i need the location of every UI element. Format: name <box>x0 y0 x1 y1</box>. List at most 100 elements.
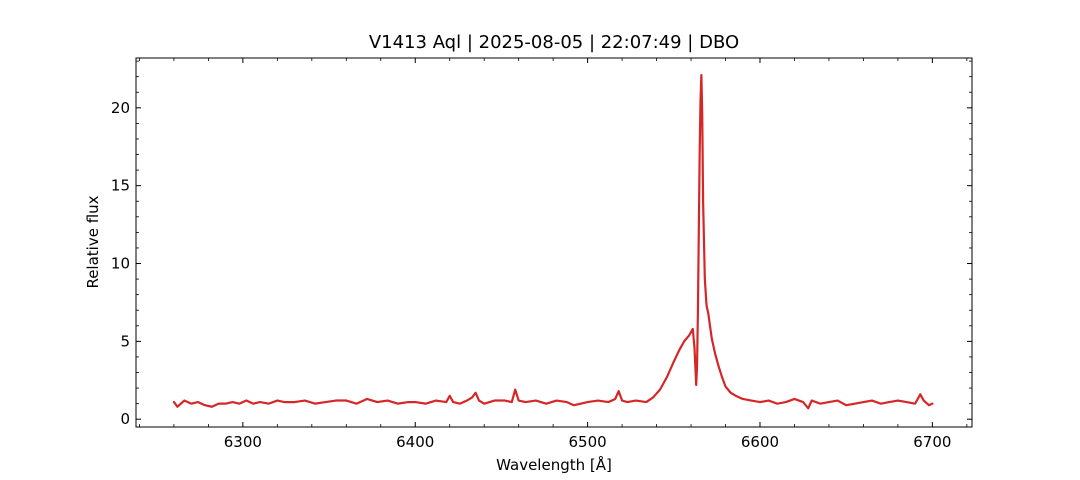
spectrum-point <box>853 402 856 405</box>
spectrum-point <box>535 399 537 402</box>
spectrum-point <box>888 401 891 403</box>
spectrum-point <box>483 402 486 405</box>
spectrum-point <box>376 401 379 403</box>
y-tick-label: 20 <box>111 99 130 117</box>
spectrum-point <box>345 399 348 402</box>
spectrum-point <box>879 402 882 405</box>
spectrum-point <box>645 401 648 403</box>
spectrum-point <box>659 388 661 391</box>
spectrum-point <box>607 401 610 403</box>
spectrum-point <box>276 399 279 402</box>
spectrum-point <box>510 401 513 403</box>
spectrum-point <box>555 399 558 402</box>
spectrum-point <box>304 399 306 402</box>
spectrum-point <box>252 402 255 405</box>
spectrum-point <box>524 401 527 403</box>
line-layer <box>172 74 934 410</box>
spectrum-point <box>721 376 723 379</box>
spectrum-point <box>586 401 589 403</box>
spectrum-point <box>293 401 296 403</box>
spectrum-point <box>905 401 908 403</box>
spectrum-point <box>828 401 830 403</box>
spectrum-point <box>705 304 708 307</box>
spectrum-point <box>634 399 637 402</box>
spectrum-point <box>173 401 175 403</box>
spectrum-point <box>776 402 779 405</box>
x-tick-label: 6300 <box>224 433 262 451</box>
spectrum-point <box>452 401 455 403</box>
y-axis-label: Relative flux <box>84 195 102 288</box>
x-tick-label: 6500 <box>569 433 607 451</box>
spectrum-point <box>210 405 213 408</box>
y-tick-label: 0 <box>120 410 130 428</box>
spectrum-point <box>717 365 720 368</box>
spectrum-point <box>698 153 701 156</box>
spectrum-point <box>683 340 686 343</box>
spectrum-point <box>709 324 711 327</box>
spectrum-point <box>183 399 186 402</box>
spectrum-point <box>597 399 599 402</box>
spectrum-point <box>919 393 922 396</box>
x-tick-label: 6400 <box>396 433 434 451</box>
spectrum-point <box>466 399 468 402</box>
spectrum-point <box>572 404 575 407</box>
spectrum-point <box>922 399 925 402</box>
spectrum-point <box>928 404 930 407</box>
x-axis-label: Wavelength [Å] <box>496 455 612 474</box>
spectrum-point <box>614 398 617 400</box>
x-tick-label: 6700 <box>913 433 951 451</box>
spectrum-point <box>701 114 704 117</box>
spectrum-point <box>407 401 410 403</box>
spectrum-point <box>217 402 220 405</box>
spectrum-point <box>819 402 822 405</box>
spectrum-point <box>697 231 700 234</box>
spectrum-point <box>397 402 399 405</box>
y-tick-label: 10 <box>111 255 130 273</box>
spectrum-point <box>707 312 710 315</box>
spectrum-point <box>197 401 199 403</box>
spectrum-point <box>931 402 934 405</box>
spectrum-point <box>283 401 286 403</box>
spectrum-point <box>836 399 839 402</box>
spectrum-point <box>693 346 696 349</box>
spectrum-point <box>459 402 461 405</box>
spectrum-point <box>435 399 437 402</box>
spectrum-point <box>335 399 337 402</box>
spectrum-point <box>566 401 568 403</box>
spectrum-point <box>493 399 496 402</box>
spectrum-point <box>759 401 761 403</box>
spectrum-point <box>862 401 865 403</box>
spectrum-point <box>691 328 694 330</box>
spectrum-point <box>750 399 753 402</box>
spectrum-point <box>896 399 899 402</box>
spectrum-point <box>314 402 317 405</box>
spectrum-point <box>672 360 675 363</box>
spectrum-point <box>696 363 698 366</box>
spectrum-point <box>231 401 234 403</box>
spectrum-point <box>784 401 787 403</box>
ticks-layer: 6300 6400 6500 6600 6700 0 5 10 15 20 <box>111 58 972 451</box>
spectrum-point <box>700 74 703 77</box>
spectrum-point <box>238 402 241 405</box>
spectrum-point <box>579 402 582 405</box>
spectrum-point <box>545 402 548 405</box>
spectrum-point <box>914 402 917 405</box>
spectrum-point <box>267 402 270 405</box>
spectrum-point <box>445 401 448 403</box>
spectrum-point <box>503 399 506 402</box>
spectrum-point <box>807 407 810 410</box>
spectrum-point <box>699 99 702 101</box>
spectrum-point <box>245 399 248 402</box>
spectrum-point <box>767 399 770 402</box>
spectrum-point <box>414 401 417 403</box>
spectrum-point <box>224 402 227 405</box>
spectrum-point <box>626 401 629 403</box>
spectrum-point <box>448 394 451 397</box>
spectrum-point <box>845 404 848 407</box>
spectrum-point <box>697 309 699 312</box>
spectrum-point <box>621 399 623 402</box>
y-tick-label: 15 <box>111 177 130 195</box>
spectrum-point <box>678 349 680 352</box>
spectrum-point <box>714 352 717 355</box>
